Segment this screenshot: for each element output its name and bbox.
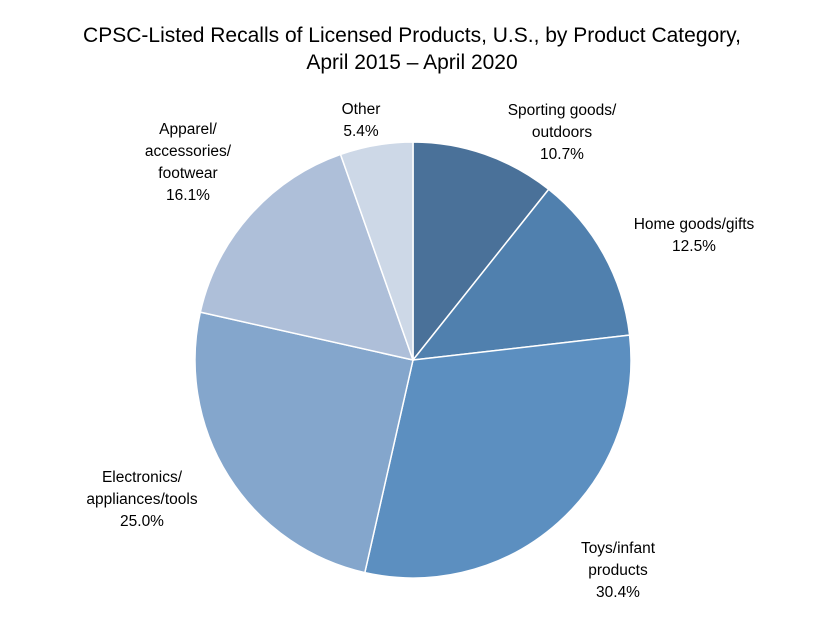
pie-slice-3 <box>363 334 632 579</box>
slice-category-label: Home goods/gifts <box>634 216 755 233</box>
slice-label-3: Toys/infant products 30.4% <box>581 540 656 601</box>
slice-labels: Sporting goods/outdoors 10.7% Home goods/g… <box>86 101 754 601</box>
slice-label-1: Sporting goods/outdoors 10.7% <box>508 102 617 163</box>
chart-title: CPSC-Listed Recalls of Licensed Products… <box>83 24 741 47</box>
slice-category-label: footwear <box>158 165 217 182</box>
slice-label-6: Other 5.4% <box>342 101 381 140</box>
pie-slice-1 <box>412 141 550 363</box>
slice-value-label: 25.0% <box>120 513 164 530</box>
pie-slice-6 <box>339 141 414 361</box>
pie-slices <box>194 141 632 579</box>
slice-value-label: 10.7% <box>540 146 584 163</box>
slice-category-label: Electronics/ <box>102 469 183 486</box>
slice-category-label: Other <box>342 101 381 118</box>
slice-label-4: Electronics/appliances/tools 25.0% <box>86 469 197 530</box>
slice-category-label: accessories/ <box>145 143 232 160</box>
slice-value-label: 5.4% <box>343 123 379 140</box>
slice-label-5: Apparel/accessories/footwear 16.1% <box>145 121 232 204</box>
slice-value-label: 30.4% <box>596 584 640 601</box>
slice-category-label: Apparel/ <box>159 121 217 138</box>
slice-category-label: outdoors <box>532 124 593 141</box>
pie-slice-2 <box>411 188 631 361</box>
slice-value-label: 16.1% <box>166 187 210 204</box>
pie-slice-4 <box>194 311 414 574</box>
slice-category-label: Toys/infant <box>581 540 656 557</box>
slice-label-2: Home goods/gifts 12.5% <box>634 216 755 255</box>
chart-subtitle: April 2015 – April 2020 <box>306 51 517 74</box>
slice-category-label: Sporting goods/ <box>508 102 617 119</box>
slice-category-label: appliances/tools <box>86 491 197 508</box>
slice-category-label: products <box>588 562 648 579</box>
slice-value-label: 12.5% <box>672 238 716 255</box>
pie-slice-5 <box>199 153 415 362</box>
